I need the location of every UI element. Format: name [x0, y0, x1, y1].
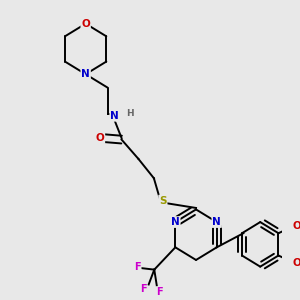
Text: O: O: [292, 221, 300, 231]
Text: F: F: [157, 287, 163, 297]
Text: F: F: [134, 262, 141, 272]
Text: O: O: [96, 133, 104, 143]
Text: F: F: [140, 284, 146, 294]
Text: N: N: [110, 111, 119, 121]
Text: S: S: [159, 196, 166, 206]
Text: N: N: [81, 69, 90, 79]
Text: H: H: [126, 109, 134, 118]
Text: O: O: [292, 258, 300, 268]
Text: N: N: [212, 217, 221, 227]
Text: N: N: [171, 217, 180, 227]
Text: O: O: [81, 19, 90, 29]
